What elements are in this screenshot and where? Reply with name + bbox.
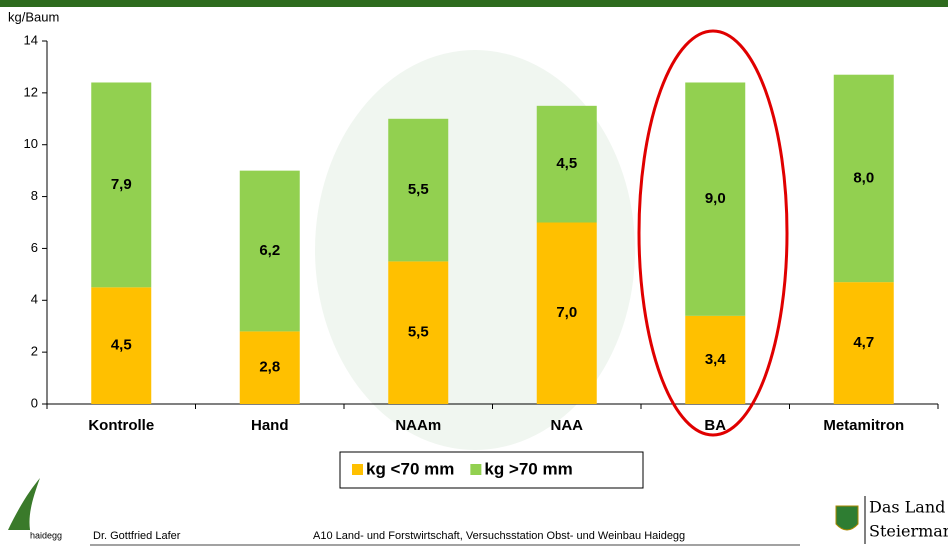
bar-segment	[833, 282, 894, 404]
legend-swatch	[470, 464, 482, 475]
value-label: 4,5	[556, 155, 577, 172]
logo-right-line1: Das Land	[869, 498, 945, 517]
y-tick-label: 8	[31, 188, 38, 203]
bar-segment	[685, 82, 746, 316]
footer-author: Dr. Gottfried Lafer	[93, 530, 181, 542]
y-tick-label: 10	[24, 136, 38, 151]
x-tick-label: NAA	[551, 417, 584, 434]
logo-left-text: haidegg	[30, 530, 62, 540]
bar-segment	[388, 261, 449, 404]
y-tick-label: 6	[31, 240, 38, 255]
legend-swatch	[352, 464, 363, 475]
value-label: 7,0	[556, 304, 577, 321]
bar-segment	[91, 82, 152, 288]
y-axis-label: kg/Baum	[8, 9, 59, 24]
value-label: 5,5	[408, 324, 429, 341]
legend-label: kg <70 mm	[366, 459, 454, 478]
bar-segment	[388, 118, 449, 262]
value-label: 6,2	[259, 242, 280, 259]
legend-box	[339, 451, 644, 489]
bar-segment	[536, 222, 597, 404]
bar-segment	[239, 331, 300, 404]
logo-right-line2: Steiermark	[869, 522, 948, 541]
legend: kg <70 mm kg >70 mm	[352, 459, 573, 478]
x-tick-label: NAAm	[395, 417, 441, 434]
footer-institution: A10 Land- und Forstwirtschaft, Versuchss…	[313, 530, 685, 542]
legend-label: kg >70 mm	[484, 459, 572, 478]
bar-segment	[536, 105, 597, 223]
x-tick-label: Hand	[251, 417, 289, 434]
plot: 0 2 4 6 8 10 12 14 Kontrolle 4,5 7,9 Hand 2,8 6,2 NAAm…	[24, 32, 939, 434]
value-label: 4,7	[853, 334, 874, 351]
value-label: 5,5	[408, 181, 429, 198]
y-tick-label: 0	[31, 395, 38, 410]
highlight-ellipse	[637, 29, 789, 437]
value-label: 7,9	[111, 176, 132, 193]
bar-segment	[685, 315, 746, 404]
bar-segment	[833, 74, 894, 283]
bar-segment	[91, 287, 152, 404]
value-label: 8,0	[853, 169, 874, 186]
value-label: 3,4	[705, 351, 727, 368]
x-tick-label: Metamitron	[823, 417, 904, 434]
y-tick-label: 14	[24, 32, 38, 47]
x-tick-label: Kontrolle	[88, 417, 154, 434]
y-tick-label: 4	[31, 292, 38, 307]
value-label: 9,0	[705, 190, 726, 207]
y-tick-label: 2	[31, 344, 38, 359]
bar-segment	[239, 170, 300, 332]
x-tick-label: BA	[704, 417, 726, 434]
value-label: 4,5	[111, 337, 132, 354]
logo-right-crest	[835, 505, 859, 531]
value-label: 2,8	[259, 359, 280, 376]
y-tick-label: 12	[24, 84, 38, 99]
top-bar	[0, 0, 948, 7]
logo-left-mark	[8, 478, 40, 530]
